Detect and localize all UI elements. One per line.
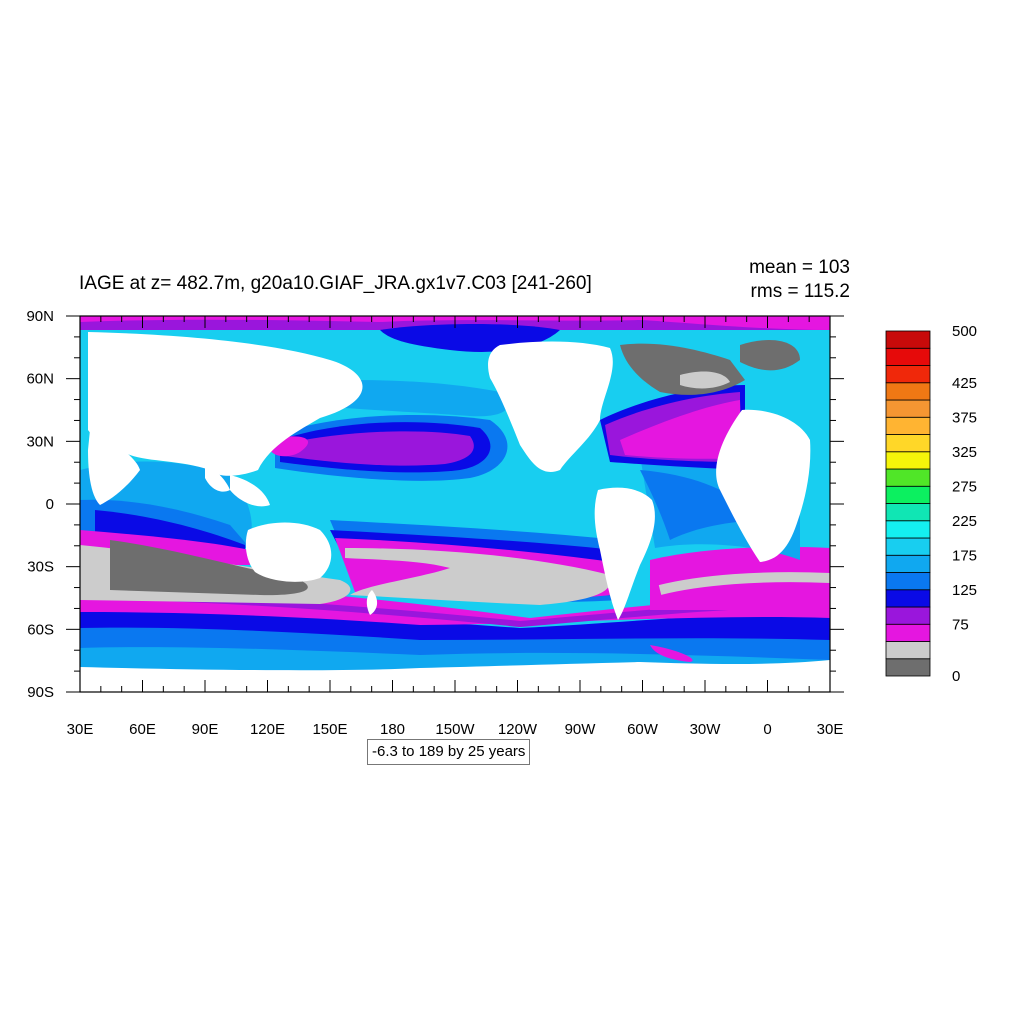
colorbar-label: 325 bbox=[952, 444, 977, 461]
colorbar-label: 175 bbox=[952, 547, 977, 564]
colorbar-swatch bbox=[885, 434, 931, 453]
colorbar-swatch bbox=[885, 623, 931, 642]
colorbar-swatch bbox=[885, 468, 931, 487]
north-pacific-core bbox=[285, 431, 474, 466]
plot-title: IAGE at z= 482.7m, g20a10.GIAF_JRA.gx1v7… bbox=[79, 273, 592, 294]
y-tick-label: 30N bbox=[26, 433, 54, 450]
y-tick-label: 0 bbox=[46, 496, 54, 513]
indian-ocean-dark-core bbox=[110, 540, 308, 596]
x-axis: 30E 60E 90E 120E 150E 180 150W 120W 90W 60W 30W 0 30… bbox=[67, 316, 844, 738]
colorbar-swatch bbox=[885, 520, 931, 539]
colorbar-swatch bbox=[885, 399, 931, 418]
y-tick-label: 60S bbox=[27, 621, 54, 638]
north-atlantic-band-50 bbox=[620, 400, 742, 459]
land-india bbox=[205, 462, 230, 492]
colorbar-label: 0 bbox=[952, 668, 960, 685]
rms-stat: rms = 115.2 bbox=[750, 281, 850, 302]
colorbar-label: 275 bbox=[952, 478, 977, 495]
colorbar-swatch bbox=[885, 365, 931, 384]
x-tick-label: 90E bbox=[192, 721, 219, 738]
land-north-america bbox=[488, 341, 613, 472]
y-tick-label: 30S bbox=[27, 559, 54, 576]
colorbar-swatch bbox=[885, 658, 931, 677]
y-axis: 90N 60N 30N 0 30S 60S 90S bbox=[26, 308, 844, 701]
land-maritime-continent bbox=[230, 475, 270, 507]
south-pacific-gray bbox=[345, 548, 611, 605]
mean-stat: mean = 103 bbox=[749, 257, 850, 278]
colorbar-label: 375 bbox=[952, 409, 977, 426]
land-africa bbox=[716, 409, 811, 562]
colorbar-swatch bbox=[885, 606, 931, 625]
land-new-zealand bbox=[366, 590, 378, 615]
contour-info-box: -6.3 to 189 by 25 years bbox=[367, 739, 531, 765]
colorbar-swatch bbox=[885, 641, 931, 660]
y-tick-label: 60N bbox=[26, 371, 54, 388]
colorbar-swatch bbox=[885, 416, 931, 435]
y-tick-label: 90S bbox=[27, 684, 54, 701]
x-tick-label: 150E bbox=[312, 721, 347, 738]
colorbar-swatch bbox=[885, 485, 931, 504]
x-tick-label: 30E bbox=[817, 721, 844, 738]
colorbar-swatch bbox=[885, 589, 931, 608]
tropical-atlantic-band-125 bbox=[640, 470, 760, 540]
x-tick-label: 150W bbox=[435, 721, 475, 738]
map-field bbox=[80, 316, 830, 692]
south-atlantic-gray-streak bbox=[658, 572, 830, 595]
land-africa-north bbox=[88, 430, 140, 505]
land-eurasia bbox=[88, 332, 363, 476]
x-tick-label: 30E bbox=[67, 721, 94, 738]
nordic-seas-gray bbox=[680, 371, 730, 389]
colorbar-swatch bbox=[885, 554, 931, 573]
colorbar-swatch bbox=[885, 537, 931, 556]
x-tick-label: 0 bbox=[763, 721, 771, 738]
x-tick-label: 60W bbox=[627, 721, 659, 738]
colorbar-label: 125 bbox=[952, 582, 977, 599]
colorbar-swatch bbox=[885, 382, 931, 401]
colorbar-swatch bbox=[885, 503, 931, 522]
weddell-band bbox=[650, 645, 693, 662]
x-tick-label: 120E bbox=[250, 721, 285, 738]
x-tick-label: 60E bbox=[129, 721, 156, 738]
colorbar-swatch bbox=[885, 451, 931, 470]
colorbar-label: 225 bbox=[952, 513, 977, 530]
colorbar-label: 75 bbox=[952, 616, 969, 633]
colorbar: 0 75 125 175 225 275 325 375 425 500 bbox=[885, 323, 977, 685]
colorbar-swatch bbox=[885, 330, 931, 349]
colorbar-swatch bbox=[885, 347, 931, 366]
land-australia bbox=[245, 522, 332, 582]
colorbar-swatch bbox=[885, 572, 931, 591]
land-south-america bbox=[594, 487, 655, 620]
y-tick-label: 90N bbox=[26, 308, 54, 325]
x-tick-label: 90W bbox=[565, 721, 597, 738]
x-tick-label: 180 bbox=[380, 721, 405, 738]
x-tick-label: 30W bbox=[690, 721, 722, 738]
colorbar-label: 425 bbox=[952, 375, 977, 392]
nordic-seas-dark-east bbox=[740, 340, 800, 371]
x-tick-label: 120W bbox=[498, 721, 538, 738]
colorbar-label: 500 bbox=[952, 323, 977, 340]
